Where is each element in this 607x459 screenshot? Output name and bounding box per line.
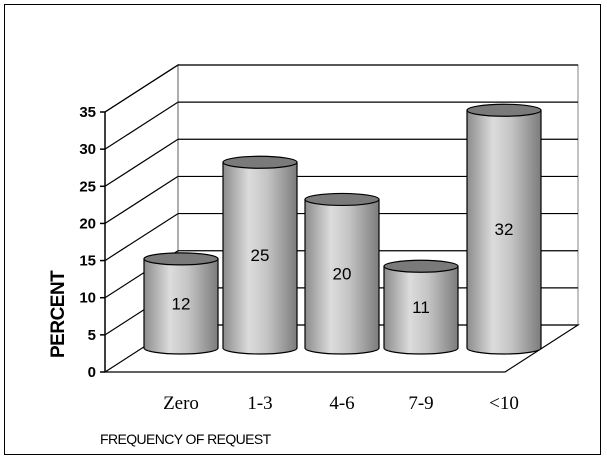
bar-body: [304, 198, 380, 355]
y-tick-label: 30: [79, 141, 96, 158]
data-label: 25: [251, 246, 270, 265]
bar-body: [466, 109, 542, 355]
y-tick-label: 5: [88, 327, 96, 344]
bar-top: [143, 252, 219, 266]
x-tick-label: 7-9: [408, 393, 433, 414]
y-tick-label: 35: [79, 104, 96, 121]
x-tick-label: <10: [489, 393, 519, 414]
bar: 11: [383, 259, 459, 355]
gridline-diagonal: [104, 175, 179, 224]
y-tick-label: 0: [88, 364, 96, 381]
y-axis-label: PERCENT: [48, 270, 69, 358]
bar-top: [222, 155, 298, 169]
bar-top: [383, 259, 459, 273]
bar: 12: [143, 252, 219, 355]
bar-body: [143, 258, 219, 355]
bars: 12 25 20 11 32: [143, 103, 542, 355]
bar: 32: [466, 103, 542, 355]
y-tick-label: 25: [79, 178, 96, 195]
x-tick-label: 4-6: [329, 393, 354, 414]
gridline-diagonal: [104, 138, 179, 187]
x-axis-ticks: Zero 1-3 4-6 7-9 <10: [163, 393, 519, 414]
x-axis-label: FREQUENCY OF REQUEST: [100, 431, 272, 447]
bar-body: [383, 265, 459, 355]
gridline-diagonal: [104, 213, 179, 262]
x-tick-label: Zero: [163, 393, 199, 414]
y-tick-label: 15: [79, 253, 96, 270]
gridline-diagonal: [104, 64, 179, 113]
y-tick-label: 10: [79, 290, 96, 307]
bar: 20: [304, 192, 380, 355]
y-tick-label: 20: [79, 215, 96, 232]
data-label: 20: [333, 265, 352, 284]
bar-body: [222, 161, 298, 355]
data-label: 11: [412, 298, 430, 317]
data-label: 12: [172, 294, 191, 313]
bar-top: [304, 192, 380, 207]
bar: 25: [222, 155, 298, 355]
bar-top: [466, 103, 542, 117]
gridline-diagonal: [104, 101, 179, 150]
x-tick-label: 1-3: [247, 393, 272, 414]
y-axis-ticks: 0 5 10 15 20 25 30 35: [79, 104, 105, 381]
data-label: 32: [495, 220, 514, 239]
